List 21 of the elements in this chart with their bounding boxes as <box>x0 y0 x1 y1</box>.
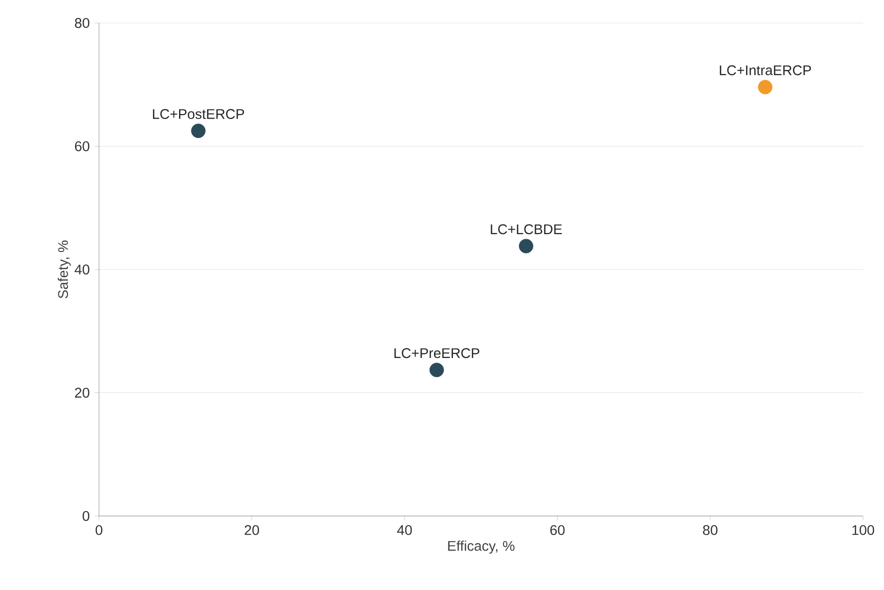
y-tick-label: 0 <box>82 511 90 521</box>
series-label: LC+IntraERCP <box>720 65 811 76</box>
point <box>758 80 772 94</box>
point <box>518 238 534 254</box>
y-tick-label: 60 <box>75 141 90 152</box>
x-tick-label: 0 <box>96 525 102 536</box>
y-tick-label: 40 <box>74 264 90 274</box>
x-tick-label: 20 <box>244 525 260 536</box>
series-label: LC+PostERCP <box>152 109 244 119</box>
y-tick-label: 20 <box>75 388 90 398</box>
point <box>191 124 206 138</box>
x-tick-label: 60 <box>550 525 565 536</box>
series-label: LC+PreERCP <box>394 348 480 358</box>
y-axis-title: Safety, % <box>58 240 71 298</box>
x-tick-label: 40 <box>397 525 412 536</box>
x-axis-title: Efficacy, % <box>448 540 514 554</box>
x-tick-label: 80 <box>703 525 718 536</box>
y-tick-label: 80 <box>74 18 90 28</box>
point <box>429 362 444 378</box>
x-tick-label: 100 <box>852 525 874 536</box>
series-label: LC+LCBDE <box>490 224 562 234</box>
